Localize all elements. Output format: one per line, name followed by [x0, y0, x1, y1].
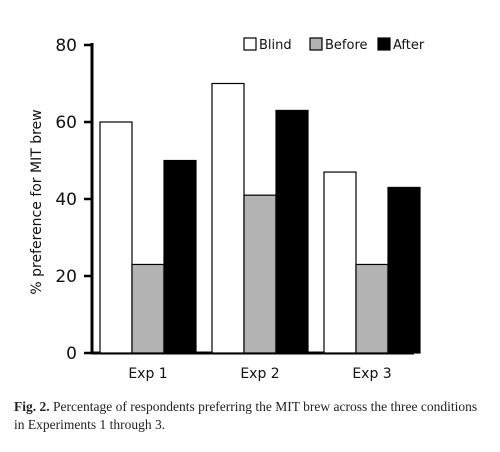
y-tick-label: 60	[55, 113, 77, 133]
bar-before-exp-3	[355, 263, 389, 354]
caption-label: Fig. 2.	[14, 399, 50, 414]
bar-after-exp-3	[387, 186, 421, 354]
legend-label-blind: Blind	[259, 38, 292, 53]
legend-swatch-after	[377, 37, 391, 51]
legend-swatch-before	[309, 37, 323, 51]
bar-chart: 0 20 40 60 80 Exp 1 Exp 2 Exp 3 Blind Before Afte…	[29, 36, 425, 382]
chart-legend: Blind Before After	[243, 37, 425, 53]
y-tick-label: 80	[55, 36, 77, 56]
y-tick-label: 20	[55, 267, 77, 287]
bar-before-exp-1	[131, 263, 165, 354]
x-tick-label: Exp 1	[128, 366, 167, 382]
bar-before-exp-2	[243, 194, 277, 354]
legend-label-before: Before	[325, 38, 368, 53]
legend-swatch-blind	[243, 37, 257, 51]
bar-blind-exp-3	[323, 171, 357, 354]
caption-text: Percentage of respondents preferring the…	[14, 399, 478, 432]
x-tick-label: Exp 3	[352, 366, 391, 382]
bar-blind-exp-1	[99, 121, 133, 354]
y-axis-label: % preference for MIT brew	[29, 109, 45, 294]
bar-after-exp-1	[163, 159, 197, 354]
figure-caption: Fig. 2. Percentage of respondents prefer…	[14, 398, 484, 434]
bar-blind-exp-2	[211, 82, 245, 354]
bar-after-exp-2	[275, 109, 309, 354]
legend-label-after: After	[393, 38, 425, 53]
y-tick-label: 40	[55, 190, 77, 210]
y-tick-label: 0	[66, 344, 77, 364]
chart-bars	[99, 82, 421, 354]
x-tick-label: Exp 2	[240, 366, 279, 382]
